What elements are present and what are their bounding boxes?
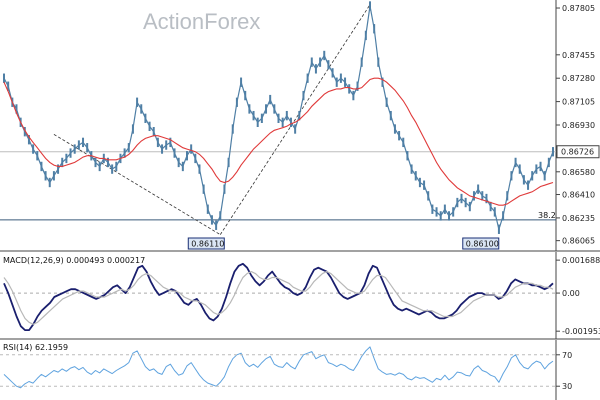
y-tick-label: 0.87105 [562, 98, 595, 107]
price-line [3, 5, 554, 232]
y-tick-label: 0.86065 [562, 237, 595, 246]
watermark-text: ActionForex [143, 9, 260, 34]
y-tick-label: 0.87280 [562, 74, 595, 83]
y-tick-label: 30 [562, 382, 572, 391]
y-tick-label: 0.86235 [562, 214, 595, 223]
rsi-line [3, 346, 554, 389]
current-value-label: 0.86726 [561, 148, 594, 157]
fib-38-label: 38.2 [538, 211, 556, 220]
y-tick-label: 70 [562, 351, 572, 360]
low-label-box [462, 237, 500, 250]
low-label: 0.86100 [466, 240, 499, 249]
trend-line-up [219, 4, 371, 235]
low-label: 0.86110 [191, 240, 224, 249]
macd-signal-line [3, 271, 554, 325]
y-tick-label: 0.86410 [562, 191, 595, 200]
rsi-title: RSI(14) 62.1959 [3, 343, 68, 352]
macd-panel [0, 252, 600, 340]
macd-title: MACD(12,26,9) 0.000493 0.000217 [3, 256, 145, 265]
sma-line [3, 77, 554, 206]
y-tick-label: -0.001953 [562, 327, 600, 336]
low-label-box [187, 237, 225, 250]
current-value-box [556, 145, 600, 159]
macd-line [3, 262, 554, 332]
y-tick-label: 0.87455 [562, 51, 595, 60]
y-tick-label: 0.001688 [562, 256, 600, 265]
y-tick-label: 0.86930 [562, 121, 595, 130]
y-tick-label: 0.00 [562, 289, 580, 298]
y-tick-label: 0.87805 [562, 4, 595, 13]
trend-line-down [53, 134, 221, 235]
y-tick-label: 0.86580 [562, 168, 595, 177]
